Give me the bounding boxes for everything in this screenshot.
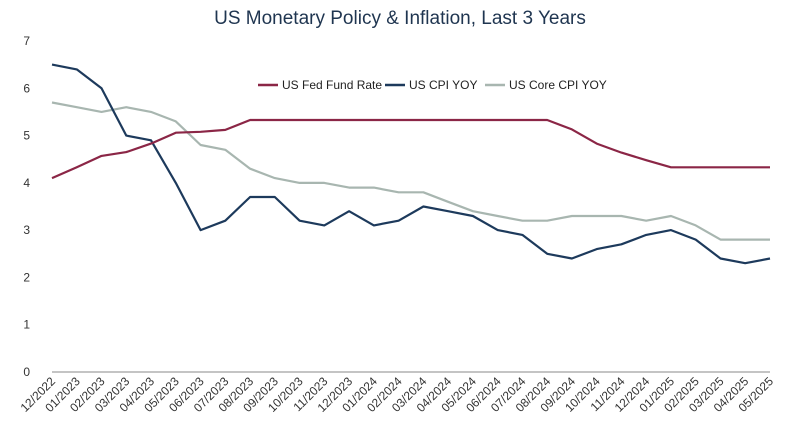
- chart-title: US Monetary Policy & Inflation, Last 3 Y…: [214, 8, 586, 29]
- series-lines: [51, 63, 771, 265]
- legend-label-us-fed-fund-rate: US Fed Fund Rate: [282, 78, 382, 92]
- series-line-us-cpi-yoy: [51, 63, 771, 265]
- y-tick-label: 6: [23, 81, 30, 95]
- legend: US Fed Fund Rate US CPI YOY US Core CPI YO…: [258, 78, 607, 92]
- x-axis: 12/202201/202302/202303/202304/202305/20…: [18, 374, 777, 415]
- y-axis: 0 1 2 3 4 5 6 7: [23, 34, 30, 379]
- legend-label-us-cpi-yoy: US CPI YOY: [409, 78, 477, 92]
- series-line-us-core-cpi-yoy: [51, 101, 770, 241]
- y-tick-label: 1: [23, 318, 30, 332]
- y-tick-label: 7: [23, 34, 30, 48]
- y-tick-label: 3: [23, 223, 30, 237]
- y-tick-label: 0: [23, 365, 30, 379]
- y-tick-label: 2: [23, 270, 30, 284]
- y-tick-label: 4: [23, 176, 30, 190]
- y-tick-label: 5: [23, 129, 30, 143]
- series-line-us-fed-fund-rate: [51, 118, 770, 180]
- legend-label-us-core-cpi-yoy: US Core CPI YOY: [509, 78, 607, 92]
